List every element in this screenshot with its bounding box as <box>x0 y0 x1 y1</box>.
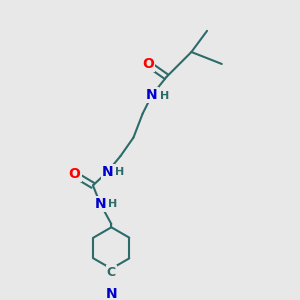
Text: N: N <box>106 287 117 300</box>
Text: N: N <box>94 197 106 211</box>
Text: N: N <box>102 165 113 178</box>
Text: O: O <box>142 57 154 71</box>
Text: H: H <box>108 199 117 209</box>
Text: C: C <box>107 266 116 279</box>
Text: H: H <box>160 91 169 100</box>
Text: H: H <box>116 167 125 177</box>
Text: N: N <box>146 88 158 102</box>
Text: O: O <box>69 167 80 182</box>
